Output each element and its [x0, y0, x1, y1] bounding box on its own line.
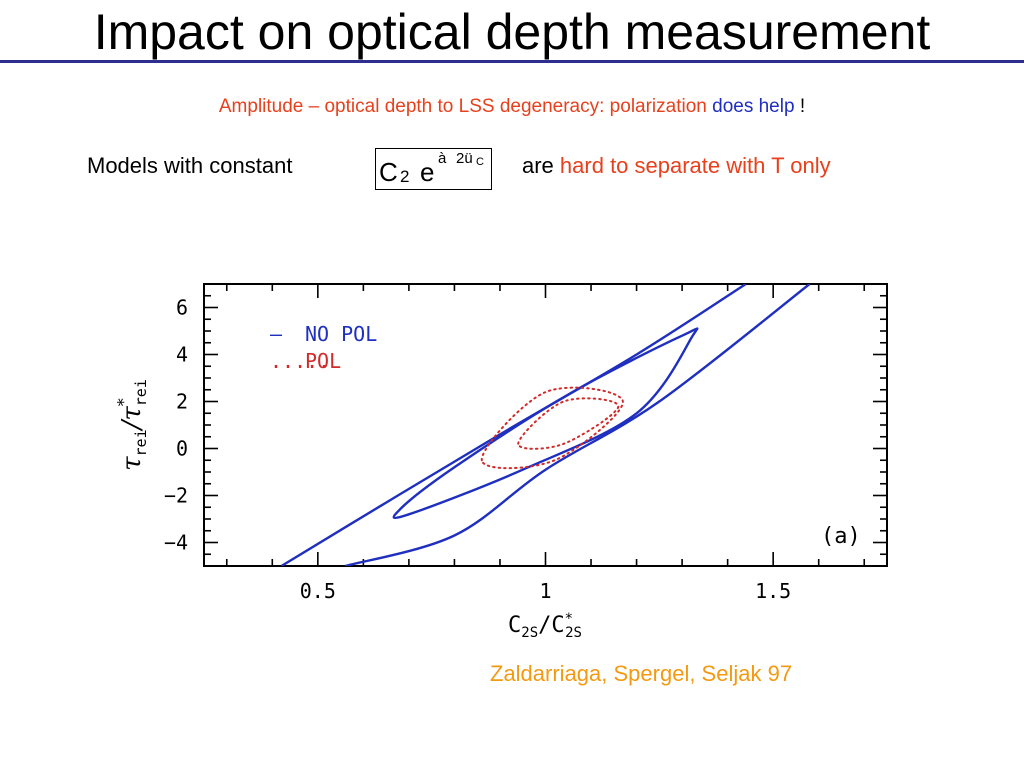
no-pol-outer-contour-lower — [344, 284, 811, 566]
plot-labels: 0.5 1 1.5 −4 −2 0 2 4 6 C2S/C* 2S τrei/τ*rei (a) — NO … — [114, 296, 861, 642]
legend-label: NO POL — [305, 322, 377, 346]
y-tick-label: 6 — [176, 296, 188, 320]
x-tick-label: 0.5 — [300, 579, 336, 603]
y-tick-label: 0 — [176, 437, 188, 461]
formula-exp-sup-1: à — [438, 150, 447, 167]
legend-label: POL — [305, 349, 341, 373]
y-tick-label: −2 — [164, 484, 188, 508]
pol-contour-1 — [480, 386, 624, 470]
y-tick-label: 4 — [176, 343, 188, 367]
y-tick-label: −4 — [164, 531, 188, 555]
citation: Zaldarriaga, Spergel, Seljak 97 — [490, 661, 793, 686]
x-axis-label: C2S/C* 2S — [508, 611, 582, 641]
models-right-highlight: hard to separate with T only — [559, 153, 831, 178]
formula-box: C 2 e à 2ü C — [375, 148, 492, 190]
formula-base-sub: 2 — [400, 167, 410, 186]
formula-exp-sup-2: 2ü — [456, 150, 473, 167]
x-tick-label: 1.5 — [755, 579, 791, 603]
y-axis-label: τrei/τ*rei — [114, 379, 150, 471]
plot-ticks — [204, 283, 887, 567]
no-pol-contour-0 — [392, 327, 699, 520]
y-tick-label: 2 — [176, 390, 188, 414]
subtitle-part1: Amplitude – optical depth to LSS degener… — [218, 96, 713, 117]
pol-contour-0 — [517, 397, 620, 450]
legend-marker: ..... — [270, 349, 330, 373]
subtitle-highlight: does help — [712, 96, 795, 117]
formula-exp-sup-sub: C — [476, 156, 484, 168]
subtitle: Amplitude – optical depth to LSS degener… — [0, 95, 1024, 119]
slide-title: Impact on optical depth measurement — [93, 4, 931, 60]
x-tick-label: 1 — [539, 579, 551, 603]
formula-exp-base: e — [420, 157, 435, 187]
formula-base: C — [379, 157, 398, 187]
contour-group — [280, 284, 811, 566]
title-rule — [0, 60, 1024, 63]
models-text-left: Models with constant — [87, 153, 293, 178]
models-right-prefix: are — [522, 153, 560, 178]
models-text-right: are hard to separate with T only — [522, 153, 831, 179]
panel-label: (a) — [821, 524, 861, 549]
legend-marker: — — [270, 322, 283, 346]
subtitle-part3: ! — [794, 96, 806, 117]
no-pol-outer-contour-upper — [280, 284, 747, 566]
plot-contours — [280, 284, 811, 566]
